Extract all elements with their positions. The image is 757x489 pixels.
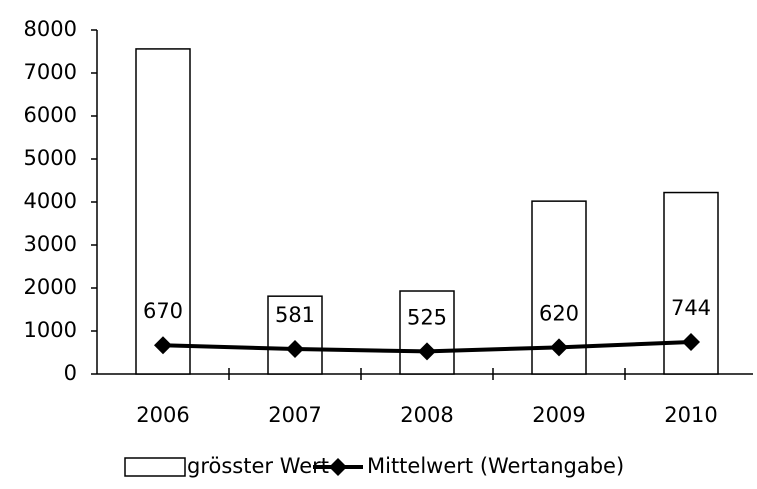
point <box>418 342 436 361</box>
y-tick-label: 3000 <box>24 232 77 256</box>
data-label: 525 <box>407 305 447 329</box>
legend-swatch <box>124 457 186 477</box>
x-tick-label: 2007 <box>268 403 321 427</box>
x-tick-label: 2008 <box>400 403 453 427</box>
data-label: 744 <box>671 296 711 320</box>
legend-label: grösster Wert <box>187 454 329 478</box>
point <box>682 333 700 352</box>
data-label: 670 <box>143 299 183 323</box>
legend-marker <box>329 458 347 476</box>
point <box>550 338 568 357</box>
x-tick-label: 2010 <box>664 403 717 427</box>
point <box>154 336 172 355</box>
y-tick-label: 5000 <box>24 146 77 170</box>
y-tick-label: 8000 <box>24 17 77 41</box>
y-tick-label: 1000 <box>24 318 77 342</box>
y-tick-label: 4000 <box>24 189 77 213</box>
y-tick-label: 7000 <box>24 60 77 84</box>
y-tick-label: 0 <box>64 361 77 385</box>
x-tick-label: 2009 <box>532 403 585 427</box>
bar <box>267 295 323 375</box>
data-label: 581 <box>275 303 315 327</box>
point <box>286 340 304 359</box>
x-tick-label: 2006 <box>136 403 189 427</box>
y-tick-label: 6000 <box>24 103 77 127</box>
bar <box>135 48 191 375</box>
legend-label: Mittelwert (Wertangabe) <box>367 454 624 478</box>
data-label: 620 <box>539 301 579 325</box>
y-tick-label: 2000 <box>24 275 77 299</box>
bar <box>399 290 455 375</box>
